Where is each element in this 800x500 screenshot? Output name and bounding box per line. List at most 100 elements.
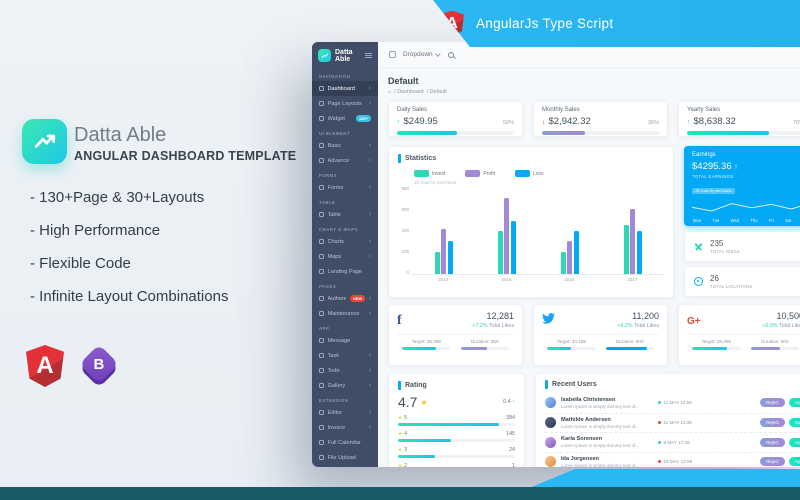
rating-title: Rating xyxy=(405,382,427,389)
reject-button[interactable]: Reject xyxy=(760,437,785,447)
banner-label: AngularJs Type Script xyxy=(476,16,614,31)
bar-loss-2014 xyxy=(447,241,453,274)
nav-section-items: Dashboard › Page Layouts › Widget xyxy=(312,81,378,126)
bar-invest-2015 xyxy=(497,230,503,274)
social-metric: Target: 34,185 xyxy=(542,335,601,350)
reject-button[interactable]: Reject xyxy=(760,398,785,408)
progress-fill xyxy=(547,347,572,350)
nav-section-label: Other xyxy=(312,465,378,467)
approve-button[interactable]: Approve xyxy=(788,437,800,447)
nav-section-label: Extension xyxy=(319,398,349,403)
sidebar-item[interactable]: Maintenance › xyxy=(312,306,378,321)
sales-value: $249.95 xyxy=(403,115,438,127)
amcharts-watermark[interactable]: JS chart by amCharts xyxy=(414,180,457,185)
user-time: 9 MAY 17:38 xyxy=(663,439,690,445)
menu-item-icon xyxy=(319,425,324,430)
brand-logo-icon xyxy=(318,49,331,62)
sidebar-item[interactable]: Widget 100+ xyxy=(312,111,378,126)
approve-button[interactable]: Approve xyxy=(788,398,800,408)
menu-item-icon xyxy=(319,185,324,190)
progress-track xyxy=(398,438,515,442)
sidebar-item[interactable]: Message xyxy=(312,333,378,348)
progress-track xyxy=(542,130,659,135)
reject-button[interactable]: Reject xyxy=(760,418,785,428)
social-change: +6.2% xyxy=(617,323,633,329)
menu-item-icon xyxy=(319,383,324,388)
chevron-right-icon: › xyxy=(368,253,371,260)
menu-item-icon xyxy=(319,440,324,445)
collapse-menu-icon[interactable] xyxy=(389,51,396,58)
y-tick-label: 600 xyxy=(401,207,409,212)
legend-item[interactable]: Loss xyxy=(515,170,544,177)
breadcrumb-items: / Dashboard / Default xyxy=(394,89,447,95)
user-row: Ida Jorgensen Lorem Ipsum is simply dumm… xyxy=(545,451,800,467)
angular-logo: A xyxy=(440,10,464,37)
amcharts-watermark[interactable]: JS chart by amCharts xyxy=(692,188,735,194)
rating-card: Rating 4.7 ★ 0.4 ↑ ★ xyxy=(388,373,525,467)
chevron-right-icon: › xyxy=(368,409,371,416)
sidebar-item[interactable]: Invoice › xyxy=(312,420,378,435)
progress-track xyxy=(750,347,799,350)
approve-button[interactable]: Approve xyxy=(788,418,800,428)
menu-item-icon xyxy=(319,410,324,415)
trend-arrow-icon: ↓ xyxy=(542,118,546,126)
dropdown-menu[interactable]: Dropdown xyxy=(403,51,440,58)
menu-item-icon xyxy=(319,311,324,316)
nav-section-label: App xyxy=(319,326,330,331)
sidebar-item[interactable]: Task › xyxy=(312,348,378,363)
nav-section-label: Navigation xyxy=(319,74,351,79)
sidebar-item[interactable]: Forms › xyxy=(312,180,378,195)
menu-item-icon xyxy=(319,254,324,259)
sidebar-item[interactable]: Full Calendar xyxy=(312,435,378,450)
sidebar-item[interactable]: Maps › xyxy=(312,249,378,264)
rating-count: 1 xyxy=(512,462,515,468)
statistics-card: Statistics Invest Profit xyxy=(388,146,674,298)
bar-invest-2014 xyxy=(434,252,440,274)
sidebar-brand[interactable]: Datta Able xyxy=(312,42,378,69)
legend-item[interactable]: Invest xyxy=(414,170,445,177)
feature-item: - High Performance xyxy=(30,222,161,239)
sales-card-title: Daily Sales xyxy=(397,107,428,113)
sidebar-item[interactable]: Page Layouts › xyxy=(312,96,378,111)
sidebar-item[interactable]: Authentication NEW › xyxy=(312,291,378,306)
user-description: Lorem Ipsum is simply dummy text of... xyxy=(561,443,640,449)
social-metric: Duration: 900 xyxy=(746,335,800,350)
rating-level: 2 xyxy=(404,462,408,468)
target-icon xyxy=(694,277,703,286)
nav-section-label: Pages xyxy=(319,284,337,289)
sidebar-item[interactable]: Basic › xyxy=(312,138,378,153)
rating-row: ★ 4 145 xyxy=(398,430,515,442)
chevron-right-icon: › xyxy=(368,85,371,92)
sidebar-item[interactable]: Landing Page xyxy=(312,264,378,279)
quick-stats: 235 TOTAL IDEAS 26 TOTAL LOCATIONS xyxy=(684,231,800,297)
legend-item[interactable]: Profit xyxy=(465,170,495,177)
status-dot xyxy=(658,401,661,405)
home-icon[interactable]: ⌂ xyxy=(388,89,392,95)
statistics-bars xyxy=(412,187,664,275)
sidebar-item[interactable]: Todo › xyxy=(312,363,378,378)
x-tick-label: 2017 xyxy=(627,277,638,282)
sidebar-item[interactable]: Gallery › xyxy=(312,378,378,393)
status-dot xyxy=(658,421,661,425)
search-icon[interactable] xyxy=(448,51,455,58)
approve-button[interactable]: Approve xyxy=(788,457,800,467)
legend-swatch xyxy=(414,170,429,177)
menu-toggle-icon[interactable] xyxy=(365,53,372,54)
sidebar-item[interactable]: Table › xyxy=(312,207,378,222)
rating-rows: ★ 5 384 ★ xyxy=(398,415,515,468)
rating-level: 3 xyxy=(404,446,408,453)
sidebar-item[interactable]: File Upload xyxy=(312,450,378,465)
sidebar-item[interactable]: Charts › xyxy=(312,234,378,249)
social-card: 11,200 +6.2% Total Likes Target: 34,185 xyxy=(533,304,668,366)
sidebar-item[interactable]: Dashboard › xyxy=(312,81,378,96)
menu-item-icon xyxy=(319,269,324,274)
chevron-right-icon: › xyxy=(368,142,371,149)
user-description: Lorem Ipsum is simply dummy text of... xyxy=(561,423,640,429)
rating-row: ★ 3 24 xyxy=(398,446,515,458)
quick-stat-card: 26 TOTAL LOCATIONS xyxy=(684,266,800,297)
reject-button[interactable]: Reject xyxy=(760,457,785,467)
rating-level: 4 xyxy=(404,430,408,437)
sidebar-item[interactable]: Advance › xyxy=(312,153,378,168)
sidebar-item[interactable]: Editor › xyxy=(312,405,378,420)
bar-group-2016 xyxy=(560,187,579,274)
